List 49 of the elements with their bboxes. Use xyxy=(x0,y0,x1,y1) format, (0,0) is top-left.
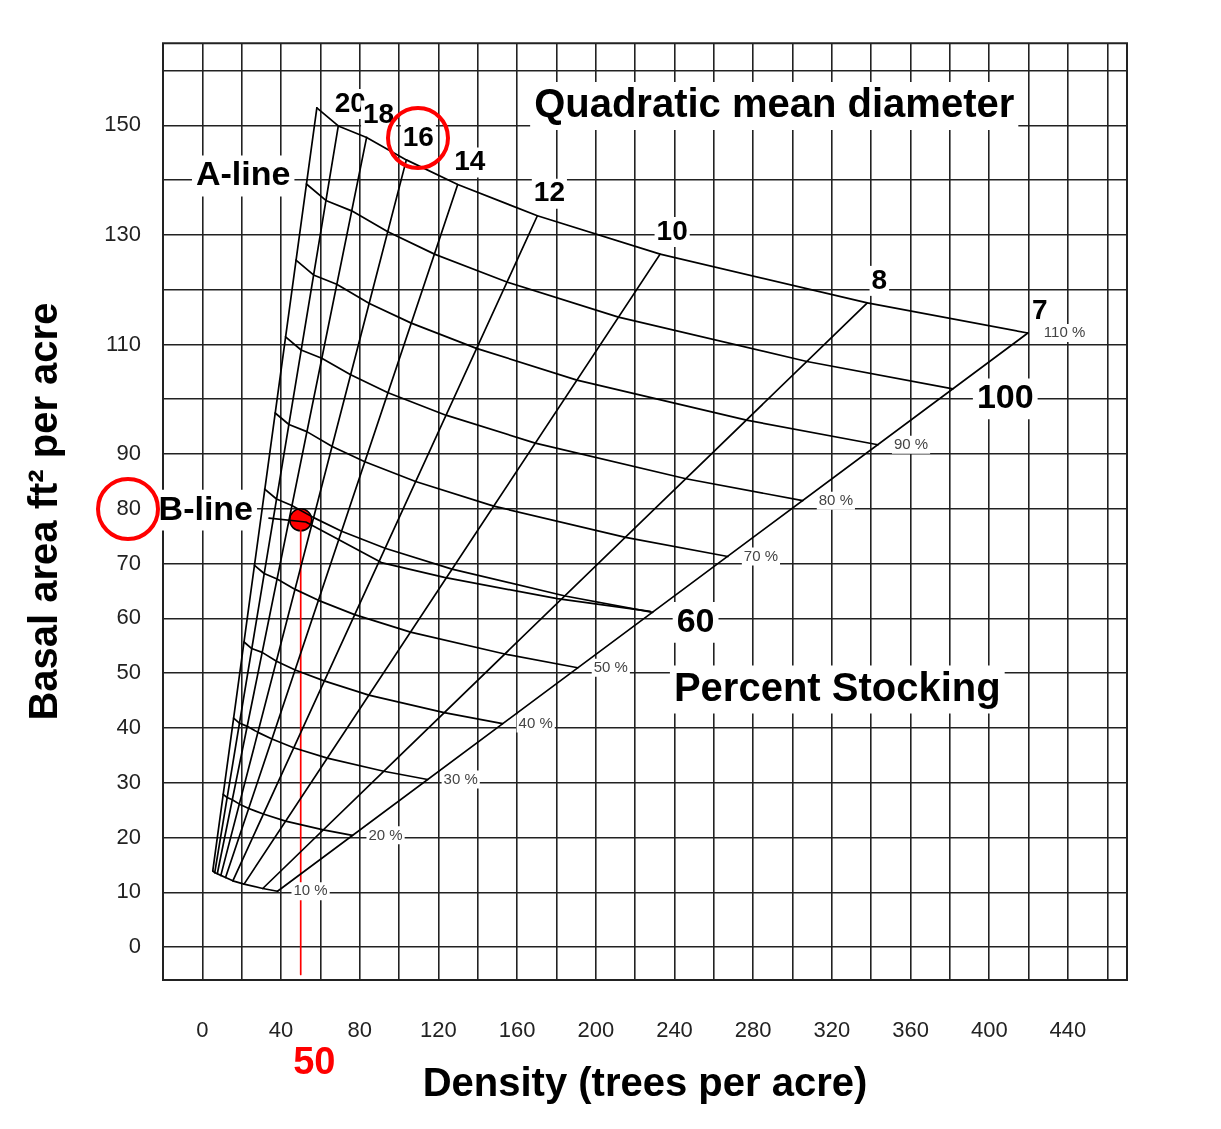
y-tick-label: 40 xyxy=(116,714,141,740)
series-label: 70 % xyxy=(743,546,779,564)
annotation: Percent Stocking xyxy=(673,664,1001,709)
series-label: 90 % xyxy=(893,434,929,452)
series-label: 20 % xyxy=(368,825,403,843)
x-axis-title: Density (trees per acre) xyxy=(422,1060,868,1105)
x-tick-label: 0 xyxy=(196,1017,209,1043)
x-tick-label: 200 xyxy=(577,1017,615,1043)
y-tick-label: 80 xyxy=(116,494,141,520)
x-tick-label: 80 xyxy=(347,1017,372,1043)
series-label: 10 xyxy=(656,214,688,246)
y-tick-label: 30 xyxy=(116,768,141,794)
annotation: 100 xyxy=(976,377,1034,416)
y-tick-label: 10 xyxy=(116,878,141,904)
y-tick-label: 70 xyxy=(116,549,141,575)
x-tick-label: 320 xyxy=(813,1017,851,1043)
y-tick-label: 130 xyxy=(104,221,141,247)
y-tick-label: 90 xyxy=(116,440,141,466)
x-tick-label: 400 xyxy=(970,1017,1008,1043)
series-label: 80 % xyxy=(818,490,853,508)
y-tick-label: 20 xyxy=(116,823,141,849)
series-label: 7 xyxy=(1032,293,1048,325)
x-tick-label: 120 xyxy=(420,1017,457,1043)
annotation: Quadratic mean diameter xyxy=(534,81,1015,125)
series-label: 12 xyxy=(533,176,565,208)
x-tick-label: 280 xyxy=(734,1017,772,1043)
series-label: 30 % xyxy=(443,769,478,787)
text: 50 xyxy=(293,1039,336,1082)
series-label: 14 xyxy=(454,145,486,177)
x-tick-label: 160 xyxy=(498,1017,536,1043)
y-tick-label: 50 xyxy=(116,659,141,685)
x-tick-label: 240 xyxy=(656,1017,693,1043)
series-label: 8 xyxy=(871,263,888,295)
annotation: 60 xyxy=(676,600,715,639)
series-label: 16 xyxy=(402,120,434,152)
annotation: B-line xyxy=(158,488,254,527)
y-axis-title: Basal area ft² per acre xyxy=(21,302,66,721)
x-tick-label: 440 xyxy=(1049,1017,1087,1043)
y-tick-label: 110 xyxy=(105,330,141,356)
series-label: 40 % xyxy=(518,713,553,731)
x-tick-label: 40 xyxy=(268,1017,294,1043)
series-label: 110 % xyxy=(1043,323,1086,341)
y-tick-label: 60 xyxy=(116,604,141,630)
annotation: A-line xyxy=(195,154,291,193)
x-tick-label: 360 xyxy=(892,1017,929,1043)
y-tick-label: 150 xyxy=(104,111,141,137)
y-tick-label: 0 xyxy=(128,933,141,959)
series-label: 50 % xyxy=(593,657,628,675)
series-label: 10 % xyxy=(293,881,328,899)
